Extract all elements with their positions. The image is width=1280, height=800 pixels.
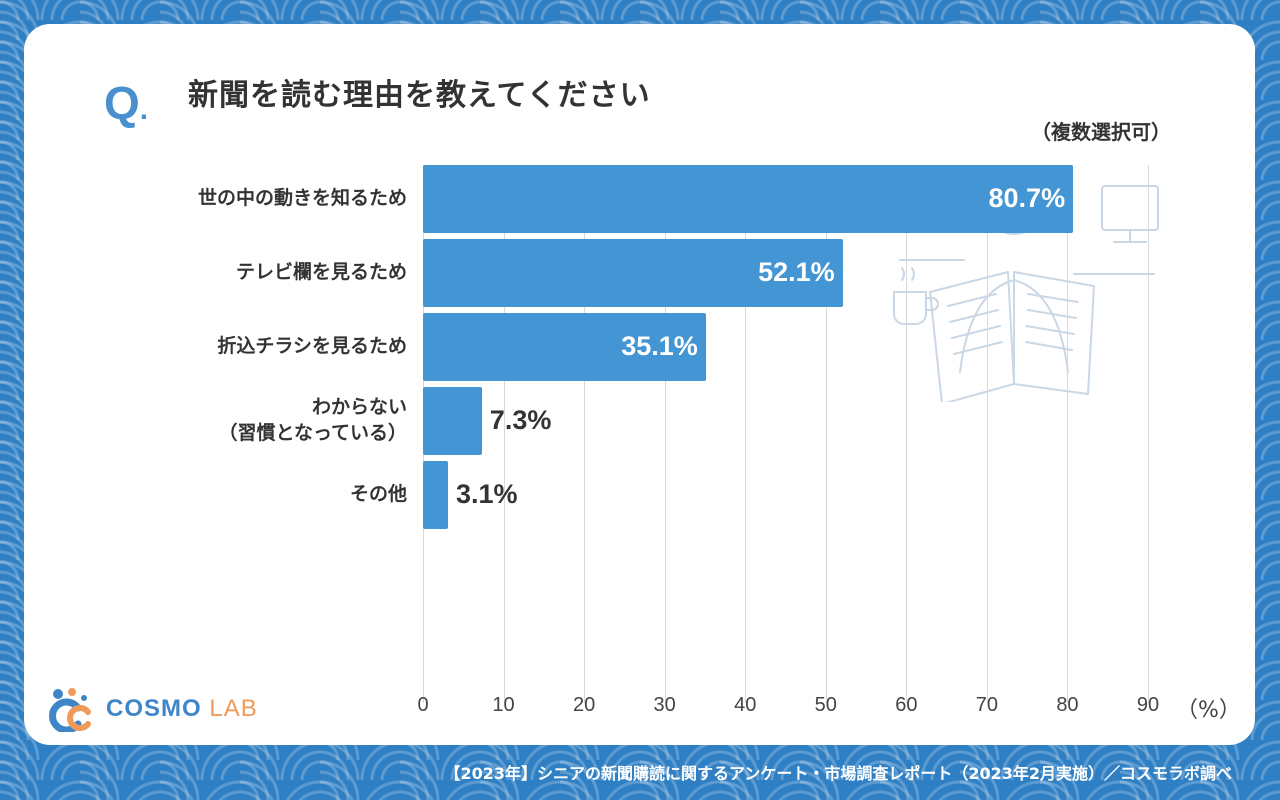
cosmo-lab-logo-icon — [49, 688, 91, 732]
bar — [423, 239, 843, 307]
category-label-line: 折込チラシを見るため — [217, 335, 407, 357]
monitor-icon — [1101, 185, 1159, 243]
x-tick-label: 70 — [975, 694, 998, 716]
bar — [423, 387, 482, 455]
category-label-line: （習慣となっている） — [218, 421, 407, 444]
bar-value-label: 80.7% — [988, 183, 1066, 213]
gridline — [986, 165, 988, 703]
question-mark: Q. — [104, 77, 149, 129]
category-label: その他 — [350, 482, 407, 508]
gridline — [745, 165, 747, 703]
bar-chart: 0 10 20 30 40 50 60 70 80 90 （%） 80.7% 世の中の動きを知るため 52… — [24, 24, 1255, 745]
chart-title: 新聞を読む理由を教えてください — [188, 78, 651, 113]
gridline — [825, 165, 827, 703]
x-tick-label: 30 — [653, 694, 676, 716]
chart-card: Q. 新聞を読む理由を教えてください （複数選択可） 0 10 20 30 40 50 60… — [24, 24, 1255, 745]
category-label: わからない （習慣となっている） — [219, 395, 407, 446]
source-footer: 【2023年】シニアの新聞購読に関するアンケート・市場調査レポート（2023年2… — [444, 764, 1232, 783]
x-tick-label: 10 — [492, 694, 515, 716]
gridline — [1067, 165, 1069, 703]
category-label-line: その他 — [349, 483, 407, 505]
x-axis-unit: （%） — [1176, 698, 1241, 723]
multiple-choice-note: （複数選択可） — [1031, 120, 1171, 144]
x-tick-label: 20 — [572, 694, 596, 716]
bar — [423, 461, 448, 529]
bar-value-label: 52.1% — [758, 257, 835, 287]
x-tick-label: 60 — [895, 694, 918, 716]
gridline — [584, 165, 586, 703]
bar — [423, 165, 1074, 233]
gridline — [1148, 165, 1149, 703]
bar-value-label: 3.1% — [455, 479, 518, 509]
bar-value-label: 7.3% — [489, 405, 552, 435]
cosmo-lab-logo: COSMO LAB — [48, 686, 258, 732]
x-tick-label: 50 — [814, 694, 837, 716]
x-tick-label: 80 — [1056, 694, 1079, 716]
bar — [423, 313, 706, 381]
x-tick-label: 0 — [417, 694, 429, 716]
category-label-line: テレビ欄を見るため — [235, 261, 407, 283]
gridline — [503, 165, 505, 703]
category-label-line: 世の中の動きを知るため — [197, 187, 407, 209]
logo-lab-text: LAB — [209, 695, 258, 722]
bar-value-label: 35.1% — [621, 331, 698, 361]
category-label: テレビ欄を見るため — [236, 260, 407, 286]
x-tick-label: 90 — [1136, 694, 1160, 716]
category-label: 世の中の動きを知るため — [198, 186, 407, 212]
gridline — [664, 165, 666, 703]
category-label: 折込チラシを見るため — [217, 334, 407, 360]
category-label-line: わからない — [311, 396, 407, 418]
logo-cosmo-text: COSMO — [106, 695, 202, 722]
x-tick-label: 40 — [734, 694, 757, 716]
gridline — [906, 165, 908, 703]
